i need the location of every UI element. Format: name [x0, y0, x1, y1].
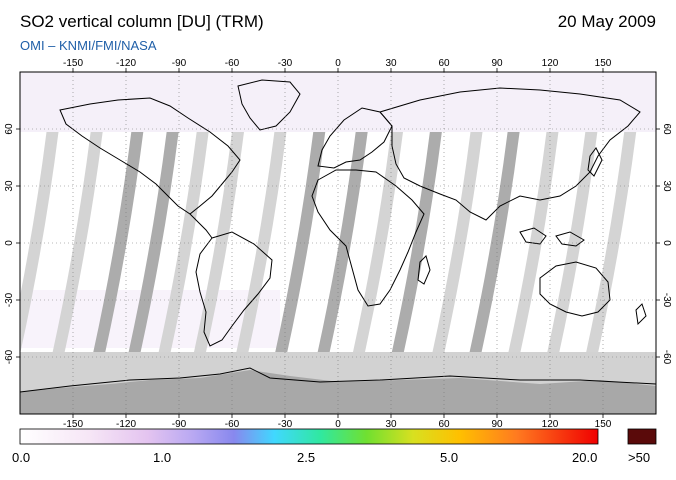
- lat-label-left: -30: [4, 292, 15, 307]
- coast-asia: [379, 87, 641, 221]
- over-scale-box: [627, 428, 657, 445]
- map-title: SO2 vertical column [DU] (TRM): [20, 12, 264, 31]
- lon-label-bottom: 120: [542, 419, 559, 430]
- orbit-gap-band: [391, 132, 442, 352]
- coast-new-zealand: [635, 303, 647, 326]
- coast-africa: [311, 169, 425, 307]
- orbit-gap-band: [128, 132, 179, 352]
- orbit-gap-band: [93, 132, 144, 352]
- coastlines: [20, 79, 656, 393]
- lat-label-right: 0: [661, 240, 672, 246]
- lon-label-top: -90: [172, 58, 187, 69]
- lon-label-top: 60: [438, 58, 450, 69]
- orbit-gap-band: [469, 132, 520, 352]
- orbit-gap-band: [547, 132, 598, 352]
- lon-label-bottom: 0: [335, 419, 341, 430]
- scale-label-2: 2.5: [297, 450, 316, 465]
- lon-label-top: 150: [595, 58, 612, 69]
- scale-label-4: 20.0: [572, 450, 598, 465]
- lon-label-top: 90: [491, 58, 503, 69]
- lat-label-left: 60: [4, 123, 15, 135]
- lon-label-top: -150: [63, 58, 83, 69]
- orbit-gap-band: [432, 132, 483, 352]
- lon-label-bottom: -30: [278, 419, 293, 430]
- orbit-gap-band: [586, 132, 637, 352]
- coast-north-america: [59, 97, 241, 215]
- lon-label-bottom: -120: [116, 419, 136, 430]
- color-scale-bar: [19, 428, 599, 445]
- coast-greenland: [237, 79, 301, 131]
- orbit-gap-band: [236, 132, 287, 352]
- lon-label-top: -120: [116, 58, 136, 69]
- lon-label-top: -30: [278, 58, 293, 69]
- orbit-gap-band: [20, 132, 59, 352]
- lon-label-top: 30: [385, 58, 397, 69]
- orbit-gap-band: [52, 132, 103, 352]
- lon-label-bottom: -150: [63, 419, 83, 430]
- coast-antarctica: [20, 367, 656, 393]
- lon-label-top: 120: [542, 58, 559, 69]
- coast-madagascar: [417, 255, 431, 285]
- coast-australia: [539, 261, 611, 317]
- orbit-gap-band: [158, 132, 209, 352]
- lat-label-left: 0: [4, 240, 15, 246]
- lon-label-bottom: -90: [172, 419, 187, 430]
- map-axes: -150 -150 -120 -120 -90 -90 -60 -60 -30 -30 0 0 30 30…: [4, 58, 672, 430]
- orbit-gap-band: [508, 132, 559, 352]
- lat-label-right: 60: [661, 123, 672, 135]
- scale-label-3: 5.0: [440, 450, 459, 465]
- orbit-gap-band: [275, 132, 326, 352]
- lon-label-bottom: 60: [438, 419, 450, 430]
- lat-label-right: 30: [661, 180, 672, 192]
- scale-label-1: 1.0: [153, 450, 172, 465]
- coast-japan: [587, 147, 603, 177]
- lon-label-bottom: 90: [491, 419, 503, 430]
- orbit-gap-band: [194, 132, 244, 352]
- lat-label-right: -60: [661, 350, 672, 365]
- arctic-speckle: [20, 72, 656, 132]
- lat-label-left: -60: [4, 349, 15, 364]
- scale-label-0: 0.0: [12, 450, 31, 465]
- coast-south-america: [195, 231, 273, 347]
- orbit-gap-swaths: [20, 132, 637, 352]
- coast-indonesia: [519, 227, 547, 245]
- lon-label-bottom: 30: [385, 419, 397, 430]
- lon-label-bottom: -60: [225, 419, 240, 430]
- scale-over-label: >50: [628, 450, 651, 465]
- lon-label-top: -60: [225, 58, 240, 69]
- coast-central-america: [189, 213, 213, 239]
- lat-label-left: 30: [4, 180, 15, 192]
- orbit-gap-band: [353, 132, 403, 352]
- graticule: [20, 72, 656, 414]
- lat-label-right: -30: [661, 293, 672, 308]
- data-credit: OMI – KNMI/FMI/NASA: [20, 38, 157, 53]
- map-date: 20 May 2009: [557, 12, 656, 31]
- lon-label-top: 0: [335, 58, 341, 69]
- lon-label-bottom: 150: [595, 419, 612, 430]
